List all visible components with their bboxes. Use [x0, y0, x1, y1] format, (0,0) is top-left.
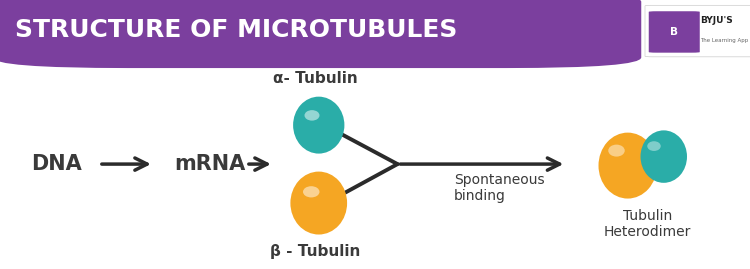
FancyBboxPatch shape [645, 5, 750, 57]
Text: The Learning App: The Learning App [700, 38, 748, 43]
Text: α- Tubulin: α- Tubulin [273, 71, 357, 86]
Text: mRNA: mRNA [174, 154, 246, 174]
Text: DNA: DNA [31, 154, 82, 174]
Ellipse shape [303, 186, 320, 197]
Text: B: B [670, 27, 678, 37]
Ellipse shape [598, 133, 657, 199]
Text: Spontaneous
binding: Spontaneous binding [454, 173, 544, 203]
Text: BYJU'S: BYJU'S [700, 16, 733, 25]
FancyBboxPatch shape [0, 0, 641, 68]
FancyBboxPatch shape [0, 0, 555, 53]
Ellipse shape [290, 172, 347, 235]
Text: Tubulin
Heterodimer: Tubulin Heterodimer [604, 209, 691, 239]
Ellipse shape [293, 97, 344, 154]
Text: β - Tubulin: β - Tubulin [270, 243, 360, 259]
Ellipse shape [304, 110, 320, 121]
Ellipse shape [608, 145, 625, 157]
Ellipse shape [640, 130, 687, 183]
Text: STRUCTURE OF MICROTUBULES: STRUCTURE OF MICROTUBULES [15, 17, 458, 42]
FancyBboxPatch shape [649, 11, 700, 53]
Ellipse shape [647, 141, 661, 151]
